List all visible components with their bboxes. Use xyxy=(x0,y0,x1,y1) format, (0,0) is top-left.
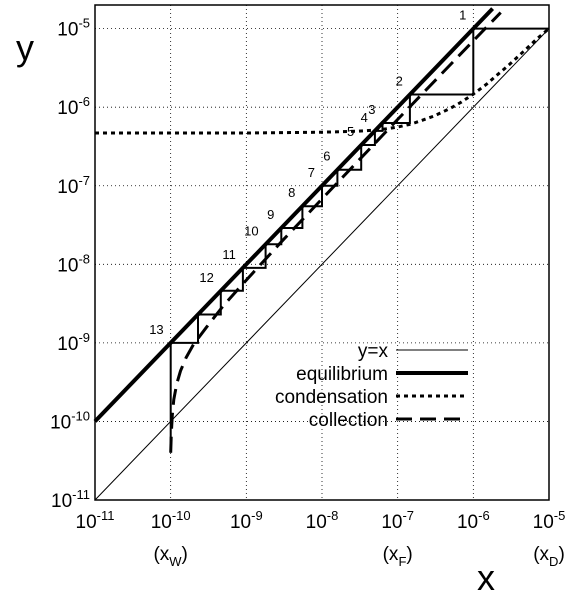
step-label-6: 6 xyxy=(323,149,330,164)
legend-label-collection: collection xyxy=(309,410,388,431)
legend-label-y-x: y=x xyxy=(358,341,389,362)
x-tick-label: 10-7 xyxy=(381,508,414,533)
plot-frame xyxy=(94,4,550,501)
step-label-3: 3 xyxy=(368,102,375,117)
step-label-7: 7 xyxy=(308,165,315,180)
y-axis-title: y xyxy=(16,27,34,68)
step-label-13: 13 xyxy=(149,322,163,337)
y-tick-label: 10-7 xyxy=(57,173,90,198)
x-tick-label: 10-11 xyxy=(76,508,115,533)
y-tick-label: 10-11 xyxy=(51,487,90,512)
y-tick-label: 10-5 xyxy=(57,16,90,41)
x-tick-label: 10-8 xyxy=(306,508,339,533)
series-equilibrium-line xyxy=(93,7,495,423)
x-marker-d: (xD) xyxy=(533,544,565,569)
x-marker-f: (xF) xyxy=(383,544,413,569)
x-marker-w: (xW) xyxy=(153,544,187,569)
step-label-11: 11 xyxy=(222,247,236,262)
step-label-2: 2 xyxy=(396,74,403,89)
y-tick-label: 10-9 xyxy=(57,330,90,355)
legend-label-condensation: condensation xyxy=(275,387,388,408)
x-markers: (xW) (xF) (xD) xyxy=(153,544,564,569)
legend-label-equilibrium: equilibrium xyxy=(296,364,388,385)
staircase-line xyxy=(169,27,549,453)
tick-labels: 10-11 10-10 10-9 10-8 10-7 10-6 10-5 10-11 10-10… xyxy=(50,16,565,533)
steps-layer xyxy=(169,27,549,453)
step-label-8: 8 xyxy=(288,185,295,200)
x-tick-label: 10-5 xyxy=(533,508,566,533)
step-label-9: 9 xyxy=(267,207,274,222)
y-tick-label: 10-6 xyxy=(57,94,90,119)
step-label-12: 12 xyxy=(199,270,213,285)
series-condensation-line xyxy=(95,27,550,135)
step-label-5: 5 xyxy=(347,124,354,139)
step-label-1: 1 xyxy=(459,8,466,23)
x-axis-title: x xyxy=(477,557,495,593)
step-label-10: 10 xyxy=(244,223,258,238)
x-tick-label: 10-10 xyxy=(151,508,191,533)
series-collection-line xyxy=(169,11,502,453)
x-tick-label: 10-9 xyxy=(230,508,263,533)
y-tick-label: 10-8 xyxy=(57,251,90,276)
x-tick-label: 10-6 xyxy=(457,508,490,533)
step-label-4: 4 xyxy=(361,110,368,125)
y-tick-label: 10-10 xyxy=(50,408,90,433)
